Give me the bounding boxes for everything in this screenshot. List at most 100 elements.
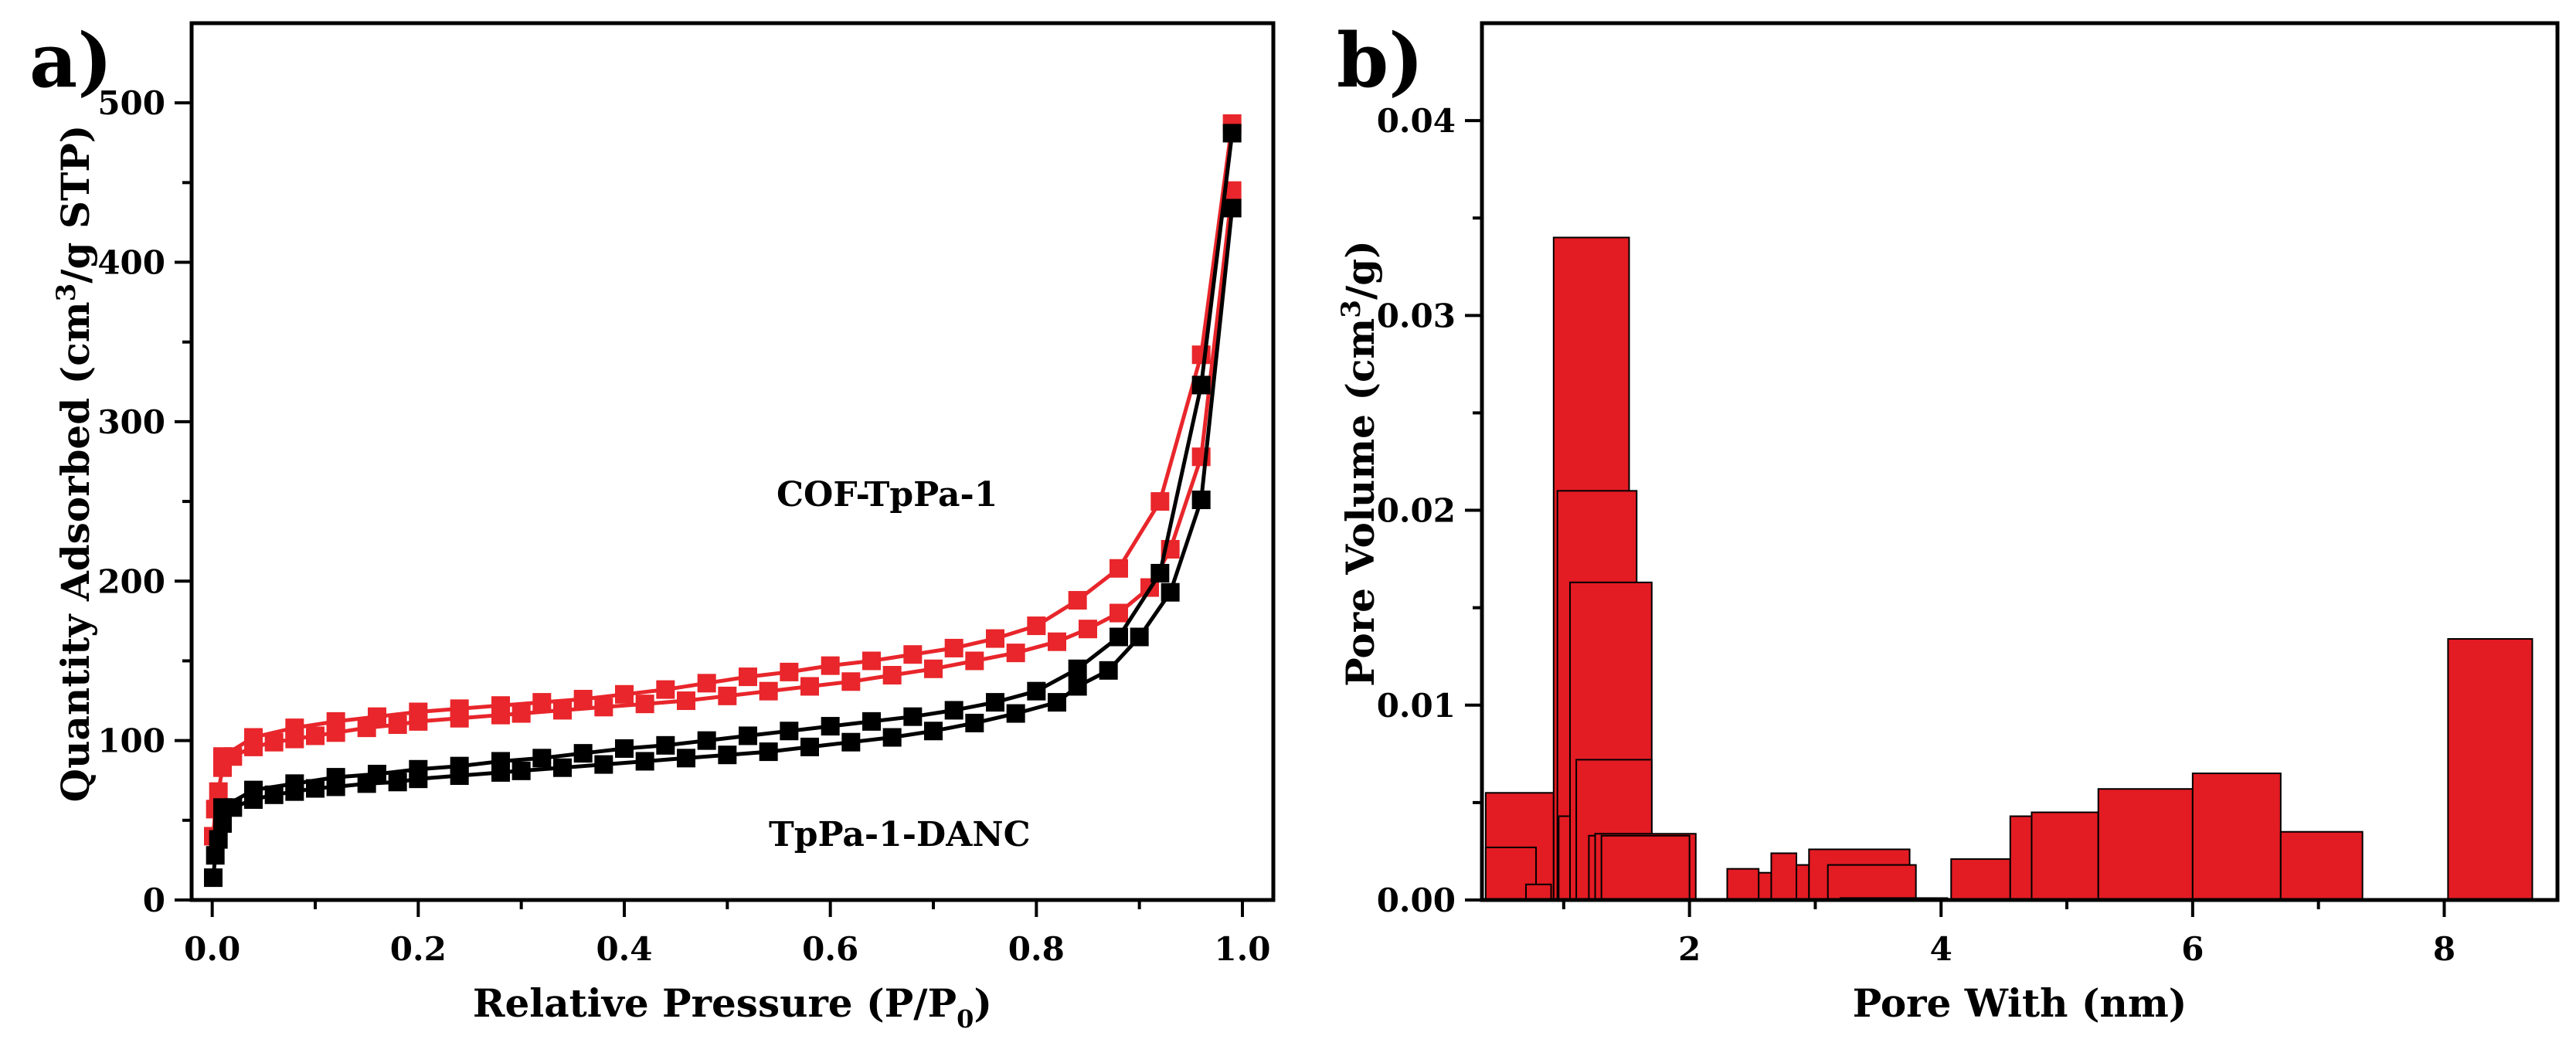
series-0-point-24 (882, 666, 902, 685)
series-2-point-22 (800, 737, 819, 756)
panel-b-plot-frame (1480, 21, 2560, 902)
series-1-point-13 (697, 674, 716, 693)
panel-b-y-tick-label-3: 0.03 (1377, 297, 1456, 335)
panel-b-x-tick-label-0: 2 (1678, 930, 1701, 968)
series-3-point-17 (532, 749, 552, 768)
series-2-point-33 (1191, 491, 1211, 510)
panel-a-y-title-superscript: 3 (51, 284, 82, 302)
panel-b-bars (1484, 236, 2534, 902)
label-tppa-1-danc: TpPa-1-DANC (769, 815, 1031, 854)
panel-a-y-title-main: Quantity Adsorbed (cm (53, 301, 98, 802)
series-0-point-27 (1006, 644, 1025, 663)
series-3-point-6 (986, 693, 1004, 712)
pore-bar-19 (1950, 858, 2011, 901)
panel-a-y-tick-label-4: 400 (97, 244, 165, 282)
panel-b-y-tick-label-0: 0.00 (1377, 881, 1456, 919)
series-0-point-19 (677, 691, 695, 711)
series-2-point-20 (718, 745, 737, 765)
series-3-point-1 (1191, 375, 1211, 395)
series-1-point-1 (1191, 345, 1211, 365)
pore-bar-8 (1588, 834, 1596, 902)
series-2-point-23 (841, 732, 861, 752)
pore-bar-14 (1796, 864, 1810, 901)
pore-bar-10 (1600, 834, 1691, 902)
panel-a-x-tick-label-0: 0.0 (184, 930, 240, 968)
series-3-point-3 (1110, 627, 1128, 647)
series-1-point-6 (986, 629, 1004, 648)
series-2-point-27 (1006, 704, 1025, 723)
series-2-point-8 (306, 779, 325, 798)
series-1-point-3 (1110, 559, 1128, 578)
series-1-point-19 (450, 699, 469, 718)
panel-a-x-tick-label-3: 0.6 (802, 930, 858, 968)
panel-b-y-axis-title: Pore Volume (cm3/g) (1336, 240, 1383, 687)
panel-a-plot-frame (189, 21, 1276, 902)
series-3-point-7 (944, 701, 963, 720)
series-1-point-8 (903, 645, 923, 664)
pore-bar-2 (1524, 883, 1552, 902)
series-2-point-26 (965, 713, 984, 732)
pore-bar-13 (1770, 852, 1798, 902)
series-1-point-16 (573, 689, 593, 708)
panel-a-x-axis-title: Relative Pressure (P/P0) (473, 980, 992, 1034)
series-2-point-29 (1068, 677, 1087, 696)
pore-bar-21 (2031, 811, 2099, 901)
series-3-point-16 (573, 744, 593, 763)
panel-b-pore-distribution-chart: b) 2 4 6 8 0.00 0.01 0.02 0.03 0.04 Pore With (n… (1336, 17, 2560, 1026)
series-2-point-31 (1130, 627, 1149, 647)
series-0-point-22 (800, 677, 819, 696)
series-0-point-11 (388, 715, 407, 734)
series-3-point-14 (656, 735, 675, 755)
series-2-point-0 (204, 868, 223, 888)
series-2-point-25 (924, 722, 943, 741)
panel-a-x-title-end: ) (974, 980, 992, 1026)
series-1-point-25 (213, 747, 232, 766)
series-2-point-19 (677, 749, 695, 768)
panel-b-y-title-end: /g) (1337, 240, 1383, 300)
series-0-point-16 (553, 701, 572, 720)
series-2-point-11 (388, 773, 407, 792)
series-0-point-2 (209, 782, 228, 801)
series-0-point-17 (594, 698, 613, 717)
series-2-point-28 (1048, 693, 1066, 712)
series-3-point-21 (368, 764, 386, 783)
series-1-point-21 (368, 707, 386, 726)
panel-b-x-tick-label-3: 8 (2433, 930, 2455, 968)
series-0-point-18 (635, 695, 654, 714)
series-2-point-2 (209, 830, 228, 849)
series-3-point-5 (1027, 681, 1046, 701)
series-3-point-4 (1068, 659, 1087, 678)
panel-b-y-tick-label-1: 0.01 (1377, 687, 1456, 725)
pore-bar-16 (1827, 864, 1917, 901)
series-2-point-17 (594, 755, 613, 774)
panel-b-x-axis-title: Pore With (nm) (1853, 980, 2187, 1026)
series-0-point-28 (1048, 632, 1066, 651)
series-3-point-20 (409, 759, 428, 779)
panel-b-y-title-superscript: 3 (1336, 300, 1367, 318)
series-0-point-8 (306, 726, 325, 745)
panel-a-y-tick-label-5: 500 (97, 84, 165, 122)
series-1-point-14 (656, 680, 675, 699)
panel-a-y-tick-label-2: 200 (97, 562, 165, 600)
series-line-3 (221, 133, 1235, 810)
panel-b-x-tick-label-2: 6 (2181, 930, 2204, 968)
panel-b-label: b) (1337, 17, 1424, 104)
series-0-point-26 (965, 651, 984, 671)
series-3-point-18 (491, 752, 510, 771)
panel-a-x-tick-label-2: 0.4 (596, 930, 652, 968)
series-3-point-22 (326, 768, 345, 787)
series-1-point-4 (1068, 591, 1087, 610)
series-1-point-15 (615, 684, 634, 704)
series-2-point-34 (1222, 199, 1242, 218)
pore-bar-12 (1758, 871, 1772, 901)
panel-a-isotherm-chart: a) 0.0 0.2 0.4 0.6 0.8 1.0 0 100 200 300 400 500 CO… (29, 17, 1276, 1034)
series-2-point-15 (511, 761, 531, 780)
series-3-point-15 (615, 739, 634, 758)
panel-a-label: a) (29, 17, 113, 104)
series-3-point-11 (780, 722, 799, 741)
panel-b-y-title-main: Pore Volume (cm (1337, 318, 1383, 687)
series-3-point-23 (285, 774, 304, 793)
series-1-point-2 (1150, 492, 1170, 511)
series-2-point-21 (759, 742, 778, 762)
